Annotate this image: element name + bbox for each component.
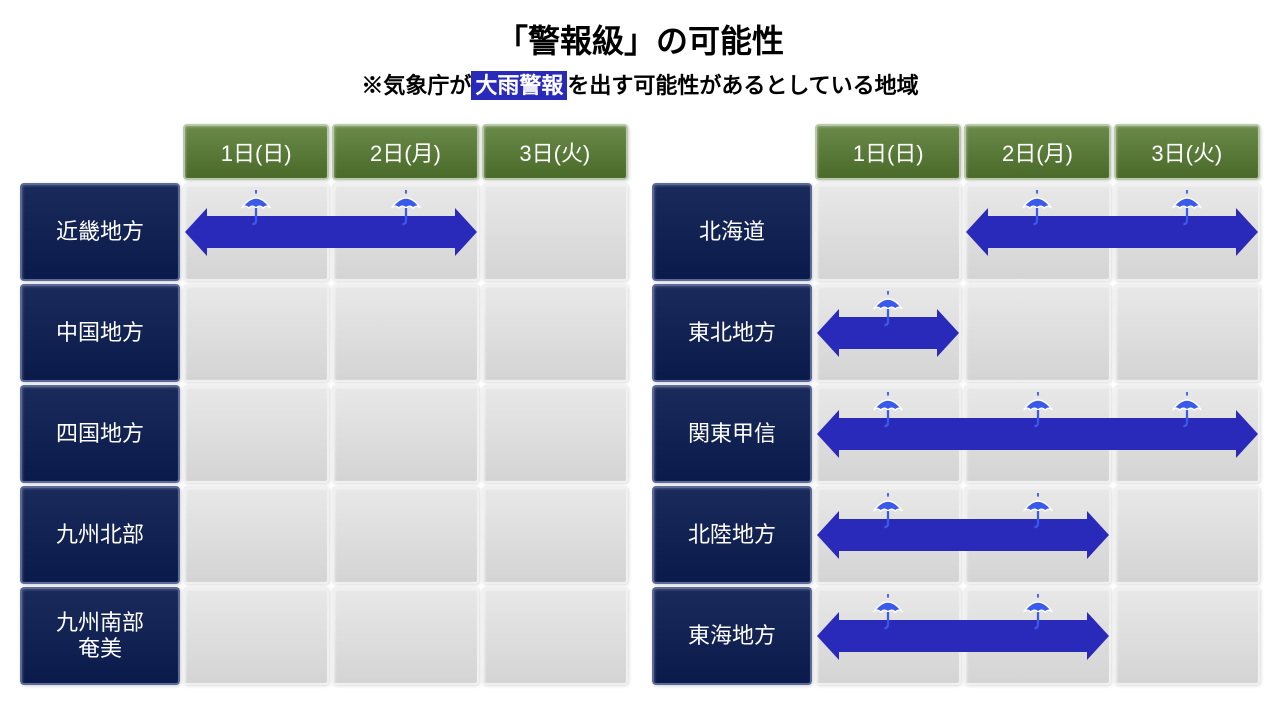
row-header: 東北地方 [652,284,812,382]
table-corner [652,124,812,180]
title-area: 「警報級」の可能性 ※気象庁が大雨警報を出す可能性があるとしている地域 [0,0,1280,100]
column-header: 3日(火) [1114,124,1260,180]
row-header: 近畿地方 [20,183,180,281]
data-cell [1114,183,1260,281]
table-grid: 1日(日)2日(月)3日(火) 北海道東北地方関東甲信北陸地方東海地方 [652,124,1260,685]
data-cell [482,587,628,685]
data-cell [1114,284,1260,382]
data-cell [482,183,628,281]
data-cell [183,486,329,584]
column-header: 2日(月) [332,124,478,180]
data-cell [332,385,478,483]
warning-table: 1日(日)2日(月)3日(火) 近畿地方中国地方四国地方九州北部九州南部 奄美 [20,124,628,685]
row-header: 九州北部 [20,486,180,584]
row-header: 中国地方 [20,284,180,382]
column-header: 2日(月) [964,124,1110,180]
data-cell [332,183,478,281]
data-cell [964,587,1110,685]
data-cell [815,486,961,584]
row-header: 北陸地方 [652,486,812,584]
data-cell [1114,385,1260,483]
row-header: 東海地方 [652,587,812,685]
data-cell [482,284,628,382]
column-header: 1日(日) [183,124,329,180]
table-corner [20,124,180,180]
data-cell [1114,486,1260,584]
warning-table: 1日(日)2日(月)3日(火) 北海道東北地方関東甲信北陸地方東海地方 [652,124,1260,685]
table-grid: 1日(日)2日(月)3日(火) 近畿地方中国地方四国地方九州北部九州南部 奄美 [20,124,628,685]
row-header: 北海道 [652,183,812,281]
data-cell [964,183,1110,281]
data-cell [183,385,329,483]
data-cell [815,587,961,685]
column-header: 3日(火) [482,124,628,180]
data-cell [183,183,329,281]
data-cell [964,385,1110,483]
main-title: 「警報級」の可能性 [0,16,1280,62]
tables-container: 1日(日)2日(月)3日(火)近畿地方中国地方四国地方九州北部九州南部 奄美 1… [20,124,1260,685]
row-header: 九州南部 奄美 [20,587,180,685]
row-header: 四国地方 [20,385,180,483]
data-cell [1114,587,1260,685]
subtitle-pre: ※気象庁が [361,73,471,98]
data-cell [183,587,329,685]
data-cell [815,385,961,483]
data-cell [964,284,1110,382]
column-header: 1日(日) [815,124,961,180]
data-cell [815,183,961,281]
data-cell [183,284,329,382]
data-cell [332,284,478,382]
data-cell [964,486,1110,584]
data-cell [482,486,628,584]
data-cell [332,486,478,584]
row-header: 関東甲信 [652,385,812,483]
subtitle-post: を出す可能性があるとしている地域 [567,73,918,98]
data-cell [332,587,478,685]
data-cell [815,284,961,382]
subtitle: ※気象庁が大雨警報を出す可能性があるとしている地域 [0,68,1280,100]
data-cell [482,385,628,483]
subtitle-highlight: 大雨警報 [471,71,567,100]
